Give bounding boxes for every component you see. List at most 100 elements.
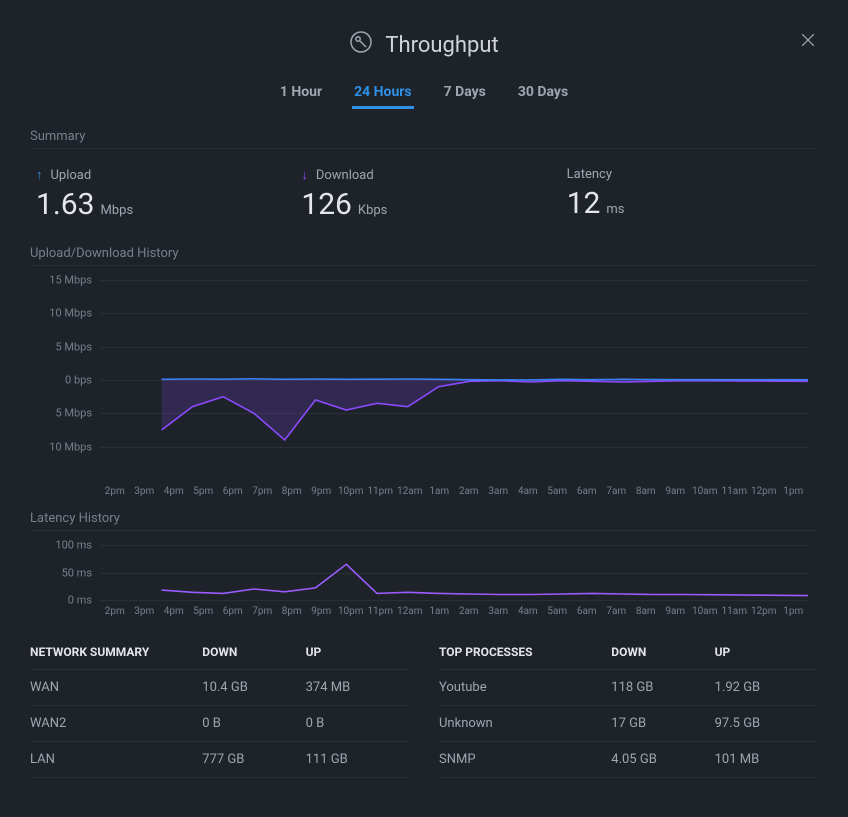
x-axis-label: 8am [631,606,661,617]
x-axis-label: 5pm [189,606,219,617]
x-axis-label: 11am [720,606,750,617]
x-axis-label: 11am [720,486,750,497]
x-axis-label: 5am [543,486,573,497]
row-up: 0 B [306,716,409,731]
x-axis-label: 12am [395,606,425,617]
metric-download-value: 126 [301,187,352,222]
time-range-tabs: 1 Hour 24 Hours 7 Days 30 Days [30,78,818,115]
summary-label: Summary [30,115,818,149]
table-row: WAN10.4 GB374 MB [30,670,409,706]
x-axis-label: 9am [661,606,691,617]
x-axis-label: 1pm [779,486,809,497]
x-axis-label: 3am [484,486,514,497]
x-axis-label: 5am [543,606,573,617]
arrow-down-icon: ↓ [301,167,308,183]
x-axis-label: 4am [513,486,543,497]
tab-1-hour[interactable]: 1 Hour [278,78,324,109]
row-down: 17 GB [611,716,714,731]
metric-upload-value: 1.63 [36,187,95,222]
x-axis-label: 1pm [779,606,809,617]
x-axis-label: 3pm [130,486,160,497]
metric-latency: Latency 12 ms [567,167,812,222]
page-title: Throughput [349,30,498,60]
x-axis-label: 2pm [100,606,130,617]
metric-latency-unit: ms [606,202,624,217]
metric-upload-label: Upload [51,168,92,183]
y-axis-label: 0 ms [68,594,100,607]
x-axis-label: 7pm [248,606,278,617]
row-name: Youtube [439,680,611,695]
x-axis-label: 11pm [366,486,396,497]
top-processes-table: TOP PROCESSES DOWN UP Youtube118 GB1.92 … [439,635,818,778]
x-axis-label: 12am [395,486,425,497]
row-down: 777 GB [202,752,305,767]
chart-plot [100,280,808,480]
arrow-up-icon: ↑ [36,167,43,183]
tab-24-hours[interactable]: 24 Hours [352,78,414,109]
x-axis-label: 1am [425,486,455,497]
x-axis-label: 12pm [749,606,779,617]
x-axis-label: 10am [690,486,720,497]
col-down: DOWN [611,645,714,659]
latency-chart: 100 ms50 ms0 ms 2pm3pm4pm5pm6pm7pm8pm9pm… [100,545,808,617]
row-down: 118 GB [611,680,714,695]
x-axis-label: 7am [602,486,632,497]
x-axis-label: 3am [484,606,514,617]
x-axis-label: 10pm [336,486,366,497]
x-axis-label: 8pm [277,606,307,617]
col-up: UP [306,645,409,659]
x-axis-label: 9pm [307,606,337,617]
x-axis-label: 12pm [749,486,779,497]
metric-download: ↓ Download 126 Kbps [301,167,546,222]
y-axis-label: 50 ms [62,566,100,579]
x-axis-label: 7am [602,606,632,617]
x-axis-label: 2pm [100,486,130,497]
row-name: LAN [30,752,202,767]
x-axis-label: 6pm [218,606,248,617]
page-title-text: Throughput [385,33,498,58]
x-axis-label: 1am [425,606,455,617]
table-row: Unknown17 GB97.5 GB [439,706,818,742]
row-name: WAN2 [30,716,202,731]
col-up: UP [715,645,818,659]
network-summary-title: NETWORK SUMMARY [30,645,202,659]
metric-download-label: Download [316,168,374,183]
row-down: 4.05 GB [611,752,714,767]
y-axis-label: 15 Mbps [49,274,100,287]
x-axis-label: 4am [513,606,543,617]
row-up: 374 MB [306,680,409,695]
gridline [100,600,808,601]
x-axis-label: 3pm [130,606,160,617]
tab-30-days[interactable]: 30 Days [516,78,570,109]
x-axis-label: 6pm [218,486,248,497]
network-summary-table: NETWORK SUMMARY DOWN UP WAN10.4 GB374 MB… [30,635,409,778]
row-name: Unknown [439,716,611,731]
metric-upload-unit: Mbps [101,203,134,218]
row-up: 111 GB [306,752,409,767]
throughput-icon [349,30,373,60]
summary-tables: NETWORK SUMMARY DOWN UP WAN10.4 GB374 MB… [30,635,818,778]
x-axis-label: 9am [661,486,691,497]
row-up: 101 MB [715,752,818,767]
tab-7-days[interactable]: 7 Days [442,78,488,109]
close-button[interactable] [798,30,818,54]
latency-chart-label: Latency History [30,497,818,531]
history-chart-label: Upload/Download History [30,232,818,266]
x-axis-label: 10pm [336,606,366,617]
metric-upload: ↑ Upload 1.63 Mbps [36,167,281,222]
x-axis-label: 4pm [159,606,189,617]
history-chart: 15 Mbps10 Mbps5 Mbps0 bps5 Mbps10 Mbps 2… [100,280,808,497]
row-name: WAN [30,680,202,695]
close-icon [798,30,818,50]
x-axis-label: 9pm [307,486,337,497]
x-axis-label: 8am [631,486,661,497]
row-up: 97.5 GB [715,716,818,731]
throughput-modal: Throughput 1 Hour 24 Hours 7 Days 30 Days S… [0,0,848,817]
x-axis-label: 6am [572,606,602,617]
metric-download-unit: Kbps [358,203,387,218]
y-axis-label: 5 Mbps [55,340,100,353]
y-axis-label: 10 Mbps [49,440,100,453]
summary-metrics: ↑ Upload 1.63 Mbps ↓ Download 126 Kbps L… [30,163,818,232]
metric-latency-value: 12 [567,186,601,221]
x-axis-label: 11pm [366,606,396,617]
